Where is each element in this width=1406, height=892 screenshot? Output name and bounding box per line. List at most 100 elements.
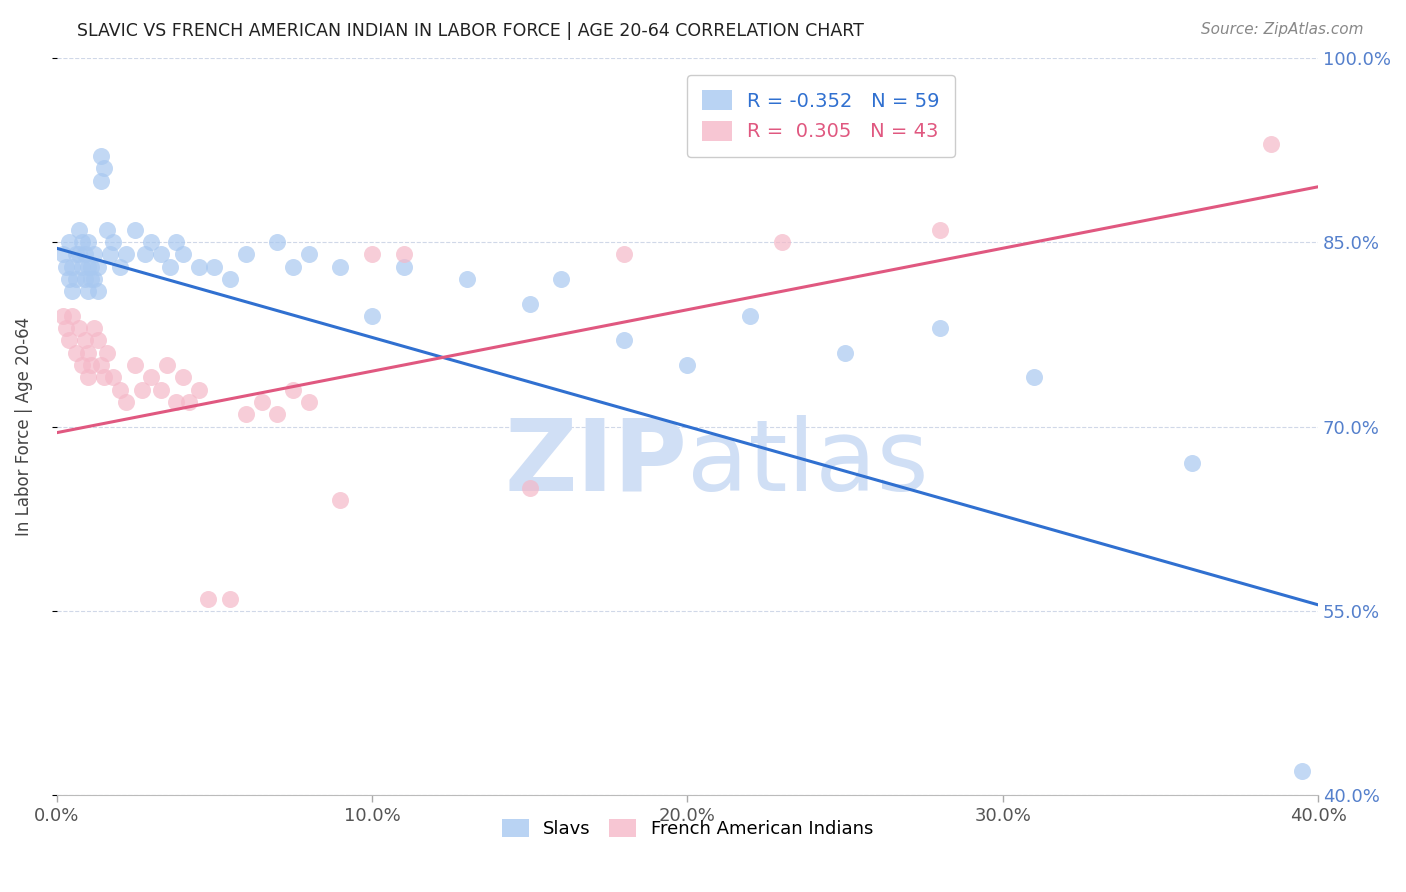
- Point: [202, 260, 225, 274]
- Point: [235, 247, 257, 261]
- Point: [159, 260, 181, 274]
- Point: [172, 370, 194, 384]
- Point: [166, 395, 188, 409]
- Point: [90, 149, 112, 163]
- Point: [73, 247, 96, 261]
- Point: [141, 370, 163, 384]
- Point: [131, 383, 153, 397]
- Point: [77, 260, 100, 274]
- Point: [58, 334, 80, 348]
- Point: [166, 235, 188, 249]
- Point: [219, 272, 242, 286]
- Point: [83, 272, 105, 286]
- Point: [80, 358, 103, 372]
- Point: [770, 235, 793, 249]
- Point: [329, 260, 352, 274]
- Point: [80, 272, 103, 286]
- Point: [70, 260, 93, 274]
- Point: [613, 334, 636, 348]
- Y-axis label: In Labor Force | Age 20-64: In Labor Force | Age 20-64: [15, 317, 32, 536]
- Point: [519, 481, 541, 495]
- Point: [77, 370, 100, 384]
- Point: [115, 247, 138, 261]
- Point: [86, 285, 108, 299]
- Point: [281, 260, 304, 274]
- Point: [197, 591, 219, 606]
- Point: [613, 247, 636, 261]
- Point: [80, 260, 103, 274]
- Point: [1291, 764, 1313, 778]
- Point: [58, 272, 80, 286]
- Point: [928, 223, 950, 237]
- Text: ZIP: ZIP: [505, 415, 688, 512]
- Point: [108, 383, 131, 397]
- Point: [98, 247, 121, 261]
- Point: [73, 334, 96, 348]
- Point: [93, 161, 115, 176]
- Point: [172, 247, 194, 261]
- Point: [187, 383, 209, 397]
- Point: [115, 395, 138, 409]
- Point: [456, 272, 478, 286]
- Point: [298, 395, 321, 409]
- Point: [60, 285, 83, 299]
- Point: [67, 247, 90, 261]
- Point: [58, 235, 80, 249]
- Point: [219, 591, 242, 606]
- Point: [96, 223, 118, 237]
- Point: [93, 370, 115, 384]
- Point: [266, 407, 288, 421]
- Point: [86, 260, 108, 274]
- Point: [928, 321, 950, 335]
- Point: [70, 358, 93, 372]
- Point: [156, 358, 179, 372]
- Point: [67, 223, 90, 237]
- Point: [60, 309, 83, 323]
- Point: [1260, 136, 1282, 151]
- Point: [65, 272, 87, 286]
- Point: [65, 247, 87, 261]
- Point: [1024, 370, 1046, 384]
- Point: [177, 395, 200, 409]
- Point: [108, 260, 131, 274]
- Point: [70, 235, 93, 249]
- Point: [149, 383, 172, 397]
- Point: [55, 260, 77, 274]
- Point: [124, 223, 146, 237]
- Point: [361, 247, 384, 261]
- Point: [281, 383, 304, 397]
- Point: [298, 247, 321, 261]
- Point: [149, 247, 172, 261]
- Point: [392, 260, 415, 274]
- Point: [103, 235, 125, 249]
- Point: [187, 260, 209, 274]
- Point: [1181, 457, 1204, 471]
- Point: [361, 309, 384, 323]
- Point: [60, 260, 83, 274]
- Text: Source: ZipAtlas.com: Source: ZipAtlas.com: [1201, 22, 1364, 37]
- Legend: Slavs, French American Indians: Slavs, French American Indians: [495, 812, 880, 846]
- Point: [77, 345, 100, 359]
- Point: [86, 334, 108, 348]
- Point: [329, 493, 352, 508]
- Point: [52, 247, 75, 261]
- Point: [134, 247, 156, 261]
- Point: [250, 395, 273, 409]
- Point: [103, 370, 125, 384]
- Point: [77, 285, 100, 299]
- Point: [834, 345, 856, 359]
- Point: [740, 309, 762, 323]
- Point: [83, 247, 105, 261]
- Point: [550, 272, 572, 286]
- Point: [90, 358, 112, 372]
- Point: [235, 407, 257, 421]
- Point: [77, 235, 100, 249]
- Point: [676, 358, 699, 372]
- Point: [96, 345, 118, 359]
- Point: [90, 174, 112, 188]
- Point: [67, 321, 90, 335]
- Point: [52, 309, 75, 323]
- Point: [83, 321, 105, 335]
- Point: [73, 272, 96, 286]
- Point: [266, 235, 288, 249]
